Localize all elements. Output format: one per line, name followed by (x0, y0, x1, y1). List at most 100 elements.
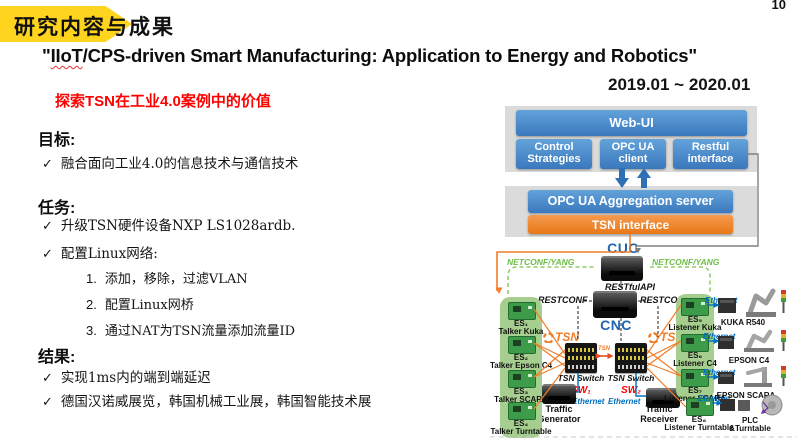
project-period: 2019.01 ~ 2020.01 (608, 75, 751, 94)
restconf-label-left: RESTCONF (538, 295, 588, 305)
check-icon: ✓ (42, 218, 53, 233)
check-icon: ✓ (42, 370, 53, 385)
task-item: ✓ 升级TSN硬件设备NXP LS1028ardb. (42, 214, 295, 234)
result-item-text: 实现1ms内的端到端延迟 (60, 370, 211, 386)
plc-label: PLC (742, 416, 758, 425)
es5-board-image (681, 298, 709, 316)
tsn-logo-icon (648, 331, 659, 343)
epson-c4-label: EPSON C4 (728, 356, 770, 365)
es4-id: ES₄ (513, 419, 529, 428)
goal-item-text: 融合面向工业4.0的信息技术与通信技术 (60, 156, 299, 172)
goal-heading: 目标: (38, 132, 76, 149)
tsn-link-label: TSN (598, 346, 610, 352)
ethernet-label: Ethernet (608, 397, 641, 406)
title-quote: " (42, 45, 51, 66)
switch-ports (618, 356, 644, 360)
es2-name: Talker Epson C4 (489, 361, 553, 370)
task-item: ✓ 配置Linux网络: (42, 242, 158, 262)
es3-board-image (508, 370, 536, 388)
es8-name: Listener Turntable (664, 423, 734, 432)
check-icon: ✓ (42, 156, 53, 171)
netconf-yang-label-left: NETCONF/YANG (507, 257, 575, 267)
list-number: 1. (86, 271, 97, 286)
restconf-label-right: RESTCONF (640, 295, 690, 305)
result-item: ✓ 实现1ms内的端到端延迟 (42, 366, 211, 386)
list-number: 3. (86, 323, 97, 338)
epson-scara-label: EPSON SCARA (716, 391, 776, 400)
result-item: ✓ 德国汉诺威展览，韩国机械工业展，韩国智能技术展 (42, 390, 371, 410)
goal-item: ✓ 融合面向工业4.0的信息技术与通信技术 (42, 152, 298, 172)
result-item-text: 德国汉诺威展览，韩国机械工业展，韩国智能技术展 (60, 394, 372, 410)
epson-c4-image (718, 329, 786, 352)
es8-board-image (686, 398, 714, 416)
epson-scara-image (718, 366, 786, 387)
plc-turntable-image (720, 394, 783, 416)
es4-name: Talker Turntable (490, 427, 552, 436)
task-subitem: 1. 添加，移除，过滤VLAN (86, 268, 248, 287)
switch-ports (618, 348, 644, 352)
tasks-heading: 任务: (38, 200, 76, 217)
cnc-device-image (593, 291, 637, 318)
es6-board-image (681, 334, 709, 352)
switch-1-name: TSN Switch (557, 373, 605, 383)
ethernet-label: Ethernet (572, 397, 605, 406)
es6-id: ES₆ (687, 351, 703, 360)
task-subitem-text: 通过NAT为TSN流量添加流量ID (104, 324, 296, 339)
task-subitem-text: 添加，移除，过滤VLAN (104, 272, 248, 287)
es4-board-image (508, 402, 536, 420)
switch-ports (568, 348, 594, 352)
task-subitem: 3. 通过NAT为TSN流量添加流量ID (86, 320, 295, 339)
tsn-switch-2-image (615, 343, 647, 373)
webui-box: Web-UI (516, 110, 747, 136)
task-item-text: 配置Linux网络: (60, 246, 158, 262)
es1-board-image (508, 302, 536, 320)
cuc-device-image (601, 256, 643, 281)
turntable-label: &Turntable (729, 424, 771, 433)
ethernet-label: Ethernet (698, 394, 731, 403)
es1-name: Talker Kuka (498, 327, 544, 336)
tsn-interface-box: TSN interface (528, 215, 733, 234)
switch-2-id: SW₂ (621, 385, 641, 396)
cnc-label: CNC (600, 317, 632, 333)
switch-1-id: SW₁ (571, 385, 591, 396)
traffic-receiver-label: Traffic Receiver (640, 404, 678, 425)
control-strategies-box: Control Strategies (516, 139, 592, 169)
page-number: 10 (771, 0, 786, 12)
kuka-r540-label: KUKA R540 (720, 318, 766, 327)
switch-2-name: TSN Switch (607, 373, 655, 383)
title-highlight: IIoT (50, 45, 83, 66)
task-item-text: 升级TSN硬件设备NXP LS1028ardb. (60, 218, 296, 234)
cuc-label: CUC (607, 240, 639, 256)
section-banner-label: 研究内容与成果 (14, 14, 175, 39)
es7-id: ES₇ (688, 386, 702, 395)
es6-name: Listener C4 (673, 359, 717, 368)
check-icon: ✓ (42, 246, 53, 261)
es3-name: Talker SCARA (494, 395, 548, 404)
restful-interface-box: Restful interface (673, 139, 748, 169)
es2-id: ES₂ (513, 353, 529, 362)
es3-id: ES₃ (513, 387, 529, 396)
es1-id: ES₁ (514, 319, 528, 328)
es8-id: ES₈ (691, 415, 707, 424)
netconf-yang-label-right: NETCONF/YANG (652, 257, 720, 267)
es5-id: ES₅ (687, 315, 703, 324)
opcua-aggregation-server-box: OPC UA Aggregation server (528, 190, 733, 213)
es2-board-image (508, 336, 536, 354)
task-subitem: 2. 配置Linux网桥 (86, 294, 194, 313)
switch-ports (568, 365, 594, 369)
kuka-r540-image (718, 288, 786, 317)
subtitle-red: 探索TSN在工业4.0案例中的价值 (55, 93, 271, 110)
check-icon: ✓ (42, 394, 53, 409)
switch-ports (568, 356, 594, 360)
list-number: 2. (86, 297, 97, 312)
opcua-client-box: OPC UA client (600, 139, 666, 169)
tsn-switch-1-image (565, 343, 597, 373)
es5-name: Listener Kuka (668, 323, 722, 332)
section-banner-shape (0, 6, 132, 42)
task-subitem-text: 配置Linux网桥 (104, 298, 194, 313)
slide-title: "IIoT/CPS-driven Smart Manufacturing: Ap… (42, 45, 782, 67)
switch-ports (618, 365, 644, 369)
results-heading: 结果: (38, 349, 76, 366)
title-rest: /CPS-driven Smart Manufacturing: Applica… (82, 45, 697, 66)
